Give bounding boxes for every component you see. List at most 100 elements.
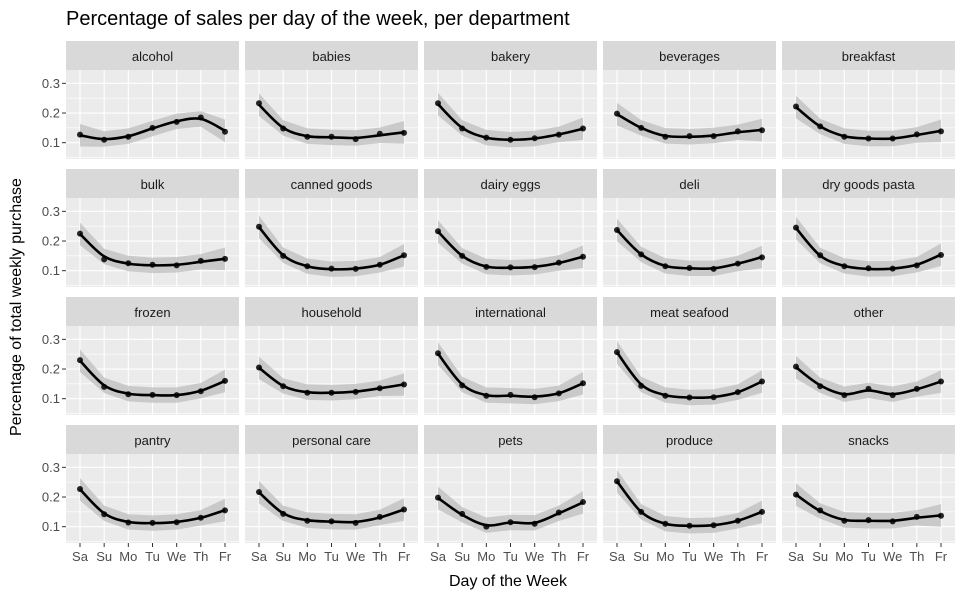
confidence-band [438,342,583,405]
facet-strip-label: pets [498,433,523,448]
facet-strip-label: canned goods [291,177,373,192]
data-point [435,350,441,357]
data-point [759,254,765,261]
data-point [759,378,765,385]
data-point [555,390,562,397]
data-point [328,265,335,272]
data-point [459,382,466,389]
data-point [507,519,514,526]
facet-panel: beverages [603,41,776,159]
data-point [793,103,799,110]
data-point [865,517,872,524]
data-point [662,520,669,527]
data-point [280,125,287,132]
facet-panels: alcohol 0.1 0.2 0.3 babies bakery beverages bre… [42,41,955,564]
data-point [328,518,335,525]
y-tick-label: 0.1 [42,391,60,406]
facet-strip [424,425,597,454]
x-tick-label: Th [551,549,566,564]
data-point [638,251,645,258]
facet-panel: meat seafood [603,297,776,415]
data-point [435,100,441,107]
data-point [352,519,359,526]
data-point [149,124,156,131]
data-point [125,133,132,140]
data-point [580,125,586,132]
facet-strip-label: pantry [134,433,171,448]
data-point [197,257,204,264]
facet-strip-label: bakery [491,49,531,64]
x-tick-label: Su [812,549,828,564]
data-point [841,263,848,270]
data-point [376,130,383,137]
x-tick-label: We [346,549,365,564]
data-point [435,228,441,235]
facet-panel: household [245,297,418,415]
data-point [222,507,228,514]
y-tick-label: 0.2 [42,490,60,505]
facet-strip [603,425,776,454]
data-point [197,114,204,121]
facet-strip-label: frozen [134,305,170,320]
data-point [555,509,562,516]
data-point [889,135,896,142]
data-point [222,377,228,384]
data-point [865,135,872,142]
x-tick-label: Sa [251,549,268,564]
data-point [710,133,717,140]
data-point [841,392,848,399]
data-point [101,511,108,518]
data-point [256,223,262,230]
facet-strip [603,41,776,70]
data-point [938,128,944,135]
data-point [734,389,741,396]
data-point [531,264,538,271]
x-tick-label: Su [454,549,470,564]
data-point [483,263,490,270]
data-point [376,385,383,392]
facet-strip [424,41,597,70]
data-point [638,508,645,515]
y-tick-label: 0.3 [42,76,60,91]
data-point [913,262,920,269]
x-tick-label: Sa [430,549,447,564]
data-point [173,262,180,269]
data-point [256,364,262,371]
facet-panel: deli [603,169,776,287]
data-point [507,136,514,143]
x-tick-label: Mo [835,549,853,564]
data-point [125,519,132,526]
data-point [304,517,311,524]
y-tick-label: 0.1 [42,135,60,150]
x-tick-label: Su [633,549,649,564]
facet-strip [245,169,418,198]
data-point [173,519,180,526]
facet-strip [603,169,776,198]
data-point [401,129,407,136]
facet-panel: dry goods pasta [782,169,955,287]
data-point [280,252,287,259]
facet-strip [66,169,239,198]
facet-strip [782,169,955,198]
y-tick-label: 0.2 [42,234,60,249]
facet-strip-label: bulk [141,177,165,192]
data-point [734,517,741,524]
facet-panel: other [782,297,955,415]
data-point [580,499,586,506]
facet-strip [782,297,955,326]
data-point [817,507,824,514]
data-point [222,255,228,262]
x-tick-label: Th [372,549,387,564]
y-tick-label: 0.1 [42,519,60,534]
data-point [793,491,799,498]
data-point [759,127,765,134]
facet-strip [782,41,955,70]
y-axis-title: Percentage of total weekly purchase [8,178,25,436]
data-point [913,385,920,392]
y-tick-label: 0.3 [42,460,60,475]
data-point [459,125,466,132]
facet-strip-label: international [475,305,546,320]
x-axis-title: Day of the Week [449,573,568,590]
data-point [304,389,311,396]
data-point [817,123,824,130]
